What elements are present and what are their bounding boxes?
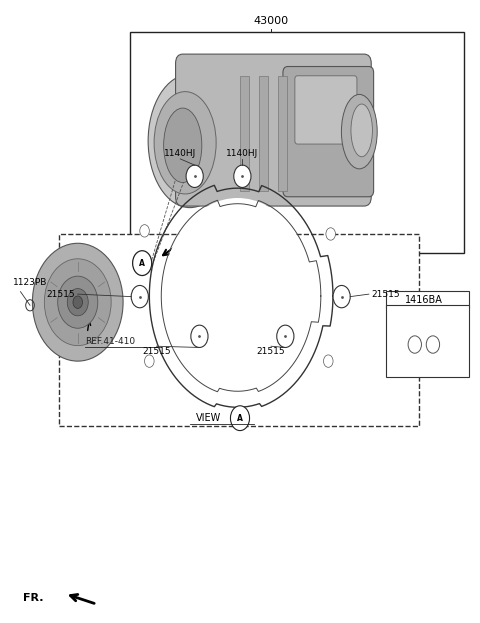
Circle shape [33, 243, 123, 361]
Bar [278, 76, 287, 191]
Circle shape [234, 165, 251, 188]
Bar [240, 76, 249, 191]
Circle shape [277, 325, 294, 348]
Circle shape [191, 325, 208, 348]
Bar [130, 32, 464, 252]
Circle shape [58, 276, 98, 328]
FancyBboxPatch shape [283, 67, 373, 197]
Text: 43000: 43000 [253, 16, 288, 26]
Text: A: A [237, 414, 243, 422]
Text: 1416BA: 1416BA [405, 295, 443, 305]
Circle shape [326, 228, 336, 240]
Ellipse shape [154, 92, 216, 194]
Text: REF.41-410: REF.41-410 [85, 337, 135, 346]
Circle shape [132, 250, 152, 275]
FancyBboxPatch shape [176, 54, 371, 206]
Circle shape [186, 165, 203, 188]
Circle shape [333, 285, 350, 308]
Text: 21515: 21515 [47, 290, 75, 298]
Text: 1123PB: 1123PB [13, 278, 48, 287]
Circle shape [67, 288, 88, 316]
Text: 21515: 21515 [257, 348, 285, 356]
Circle shape [162, 198, 313, 394]
Ellipse shape [148, 74, 232, 207]
Circle shape [73, 296, 83, 308]
Bar [259, 76, 268, 191]
Circle shape [324, 355, 333, 368]
Ellipse shape [351, 104, 372, 157]
Ellipse shape [164, 108, 202, 183]
Circle shape [140, 225, 149, 237]
Bar [385, 291, 469, 308]
Circle shape [230, 406, 250, 430]
FancyBboxPatch shape [295, 76, 357, 144]
Text: 21515: 21515 [371, 290, 400, 298]
Circle shape [44, 259, 111, 346]
Text: 1140HJ: 1140HJ [164, 149, 196, 158]
Text: 1140HJ: 1140HJ [226, 149, 259, 158]
Text: A: A [139, 259, 145, 268]
Circle shape [144, 355, 154, 368]
Circle shape [131, 285, 148, 308]
Ellipse shape [341, 95, 377, 169]
Text: VIEW: VIEW [196, 413, 221, 423]
Text: 21515: 21515 [142, 348, 171, 356]
Bar [385, 305, 469, 377]
Text: FR.: FR. [23, 593, 43, 603]
Bar [59, 234, 419, 426]
